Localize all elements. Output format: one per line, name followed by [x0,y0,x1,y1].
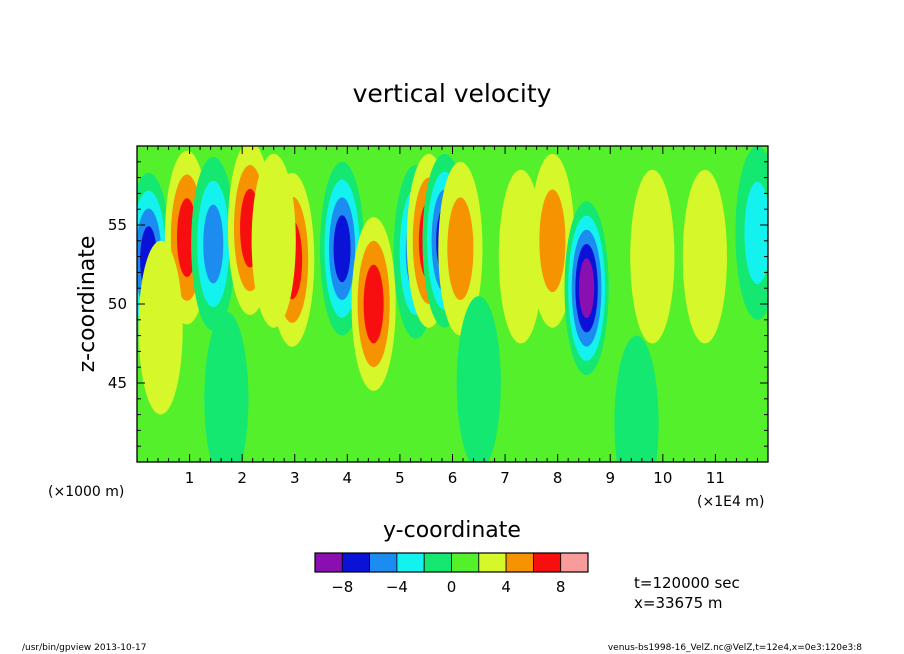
x-tick-labels: 1 2 3 4 5 6 7 8 9 10 11 [185,469,725,487]
contour-feature-11-level-1 [447,197,474,300]
x-tick-label: 9 [605,469,615,487]
colorbar-swatch [451,552,480,573]
contour-feature-15-level-0 [630,169,675,344]
contour-feature-7-level-2 [363,264,384,344]
time-annotation: t=120000 sec [634,574,740,592]
plot-area [136,145,769,463]
colorbar-swatch [369,552,398,573]
position-annotation: x=33675 m [634,594,723,612]
y-tick-label: 50 [108,295,127,313]
colorbar-label: 8 [556,578,566,596]
colorbar-frame [314,552,589,573]
contour-feature-18-level-1 [744,181,768,285]
colorbar-label: −8 [331,578,353,596]
contour-feature-16-level-0 [682,169,727,344]
y-axis-label: z-coordinate [75,236,100,373]
contour-feature-2-level-2 [203,204,224,284]
colorbar-swatch [396,552,425,573]
colorbar-label: 0 [447,578,457,596]
colorbar-swatch [505,552,534,573]
colorbar-swatch [314,552,343,573]
colorbar-swatch [533,552,562,573]
colorbar-swatch [423,552,452,573]
y-tick-label: 55 [108,216,127,234]
x-tick-label: 2 [237,469,247,487]
x-tick-label: 7 [500,469,510,487]
x-tick-label: 3 [290,469,300,487]
colorbar-swatch [478,552,507,573]
contour-feature-14-level-4 [578,258,595,319]
chart-title: vertical velocity [353,79,552,108]
x-scale-label: (×1000 m) [48,484,124,500]
x-tick-label: 4 [343,469,353,487]
x-tick-label: 11 [706,469,725,487]
footer-left: /usr/bin/gpview 2013-10-17 [22,643,146,653]
colorbar-label: 4 [501,578,511,596]
x-tick-label: 10 [653,469,672,487]
y-tick-labels: 45 50 55 [108,216,127,392]
contour-feature-17-level-0 [138,240,183,415]
x-unit-label: (×1E4 m) [697,494,764,510]
colorbar-swatch [341,552,370,573]
x-tick-label: 8 [553,469,563,487]
x-axis-label: y-coordinate [383,518,521,543]
contour-feature-21-level-0 [614,335,659,462]
contour-feature-19-level-0 [204,311,249,462]
x-tick-label: 1 [185,469,195,487]
contour-feature-20-level-0 [456,296,501,462]
x-tick-label: 6 [448,469,458,487]
colorbar-label: −4 [386,578,408,596]
axis-ticks [137,146,769,462]
contour-feature-5-level-0 [251,153,296,328]
contour-feature-6-level-3 [333,215,351,283]
y-tick-label: 45 [108,374,127,392]
colorbar [314,552,589,573]
footer-right: venus-bs1998-16_VelZ.nc@VelZ,t=12e4,x=0e… [608,643,862,653]
contour-feature-13-level-1 [539,189,566,293]
x-tick-label: 5 [395,469,405,487]
colorbar-labels: −8 −4 0 4 8 [331,578,565,596]
colorbar-swatch [560,552,589,573]
